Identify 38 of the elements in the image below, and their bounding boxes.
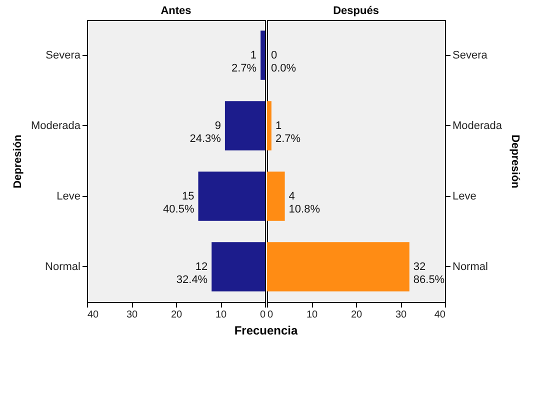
x-tick-label: 20 bbox=[350, 310, 362, 320]
bar bbox=[198, 172, 265, 221]
y-tick-label: Moderada bbox=[30, 120, 82, 132]
y-tick-label: Severa bbox=[452, 49, 488, 62]
bar bbox=[267, 242, 410, 292]
x-tick-label: 0 bbox=[260, 310, 266, 320]
data-label: 1 2.7% bbox=[275, 120, 301, 145]
bar bbox=[267, 172, 285, 221]
y-tick-label: Normal bbox=[452, 260, 488, 273]
data-label: 1 2.7% bbox=[231, 49, 257, 74]
y-tick-label: Moderada bbox=[452, 120, 503, 132]
x-tick-label: 10 bbox=[306, 310, 318, 320]
data-label: 4 10.8% bbox=[288, 190, 320, 216]
bar bbox=[267, 101, 272, 150]
y-tick-label: Leve bbox=[56, 190, 80, 202]
y-tick-label: Normal bbox=[45, 260, 80, 273]
x-tick-label: 20 bbox=[170, 310, 182, 320]
y-axis-title: Depresión bbox=[12, 134, 24, 188]
data-label: 0 0.0% bbox=[271, 49, 296, 74]
chart-title: Antes bbox=[160, 5, 192, 17]
y-axis-title: Depresión bbox=[509, 134, 522, 189]
x-tick-label: 30 bbox=[395, 310, 407, 320]
chart-title: Después bbox=[333, 5, 379, 17]
x-axis-title: Frecuencia bbox=[234, 324, 298, 338]
data-label: 32 86.5% bbox=[413, 260, 445, 286]
x-tick-label: 30 bbox=[126, 310, 138, 320]
x-tick-label: 40 bbox=[88, 310, 100, 320]
data-label: 15 40.5% bbox=[163, 190, 194, 216]
y-tick-label: Severa bbox=[46, 49, 82, 62]
x-tick-label: 40 bbox=[434, 310, 446, 320]
bar bbox=[224, 101, 265, 150]
bar bbox=[260, 30, 265, 80]
data-label: 12 32.4% bbox=[176, 260, 208, 286]
bar bbox=[212, 242, 265, 292]
x-tick-label: 10 bbox=[215, 310, 227, 320]
x-tick-label: 0 bbox=[268, 310, 274, 320]
data-label: 9 24.3% bbox=[190, 120, 222, 145]
y-tick-label: Leve bbox=[452, 190, 476, 202]
